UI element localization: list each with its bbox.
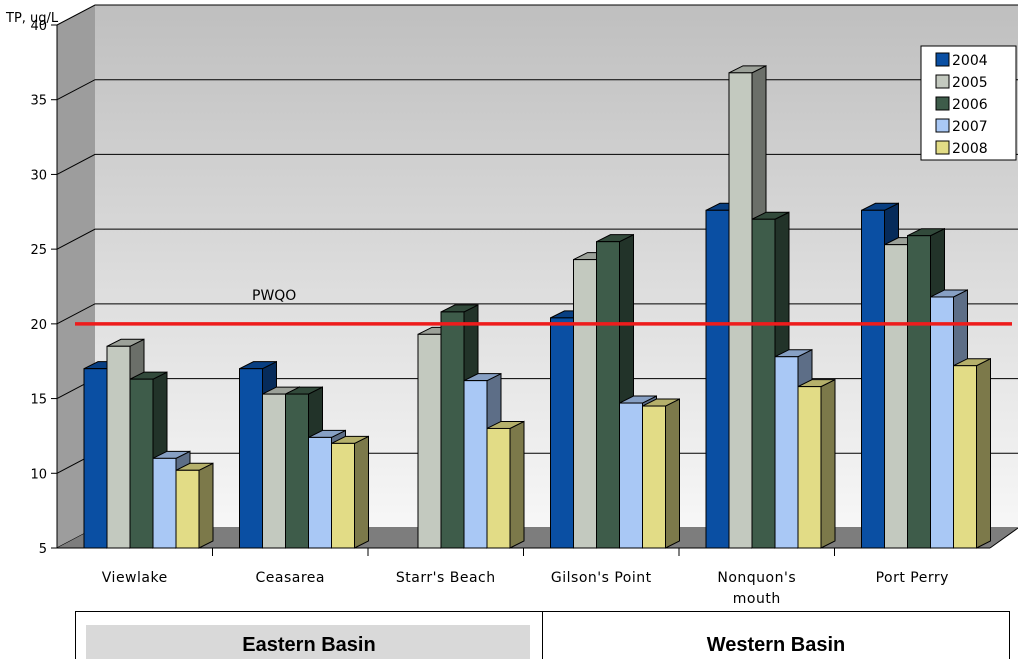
bar-2008-1	[175, 462, 214, 549]
bar-2008-6	[953, 357, 991, 549]
bar-2008-4	[642, 398, 680, 549]
bar-2008-3	[486, 420, 525, 549]
y-tick-label-25: 25	[30, 243, 47, 258]
western-basin-cell: Western Basin	[543, 612, 1009, 659]
y-tick-label-30: 30	[30, 168, 47, 183]
basin-table: Eastern Basin Western Basin	[75, 611, 1010, 659]
legend-label-2007: 2007	[952, 119, 988, 135]
legend: 2004 2005 2006 2007 2008	[920, 45, 1017, 161]
gridline-30	[56, 153, 1018, 175]
eastern-basin-cell: Eastern Basin	[76, 612, 543, 659]
x-tick-label-4: Gilson's Point	[551, 570, 652, 586]
x-tick-label-1: Viewlake	[102, 570, 168, 586]
y-tick-label-15: 15	[30, 393, 47, 408]
gridline-35	[56, 79, 1018, 101]
x-tick-label-5: Nonquon's mouth	[717, 570, 796, 607]
legend-swatch-2007	[935, 118, 950, 133]
legend-swatch-2005	[935, 74, 950, 89]
gridline-40	[56, 4, 1018, 26]
legend-swatch-2004	[935, 52, 950, 67]
bars	[83, 65, 991, 549]
reference-line: PWQO	[75, 288, 1012, 326]
western-basin-label: Western Basin	[706, 634, 846, 656]
x-tick-label-3: Starr's Beach	[396, 570, 496, 586]
legend-label-2006: 2006	[952, 97, 988, 113]
x-tick-label-6: Port Perry	[876, 570, 949, 586]
y-tick-label-20: 20	[30, 318, 47, 333]
legend-swatch-2008	[935, 140, 950, 155]
x-tick-label-2: Ceasarea	[256, 570, 325, 586]
legend-label-2008: 2008	[952, 141, 988, 157]
y-tick-label-35: 35	[30, 94, 47, 109]
eastern-basin-label: Eastern Basin	[242, 634, 376, 656]
floor-edge-line	[989, 527, 1018, 549]
bar-2008-5	[797, 378, 836, 549]
legend-label-2004: 2004	[952, 53, 988, 69]
bar-chart: PWQO 5 10 15 20 25 30 35 40 Viewlake Ceasarea Star…	[5, 4, 1018, 607]
legend-swatch-2006	[935, 96, 950, 111]
pwqo-label: PWQO	[252, 288, 296, 304]
legend-label-2005: 2005	[952, 75, 988, 91]
y-tick-label-10: 10	[30, 467, 47, 482]
y-axis-label: TP, ug/L	[5, 11, 59, 26]
bar-2008-2	[331, 435, 369, 549]
eastern-basin-shading	[86, 625, 530, 659]
y-tick-label-40: 40	[30, 19, 47, 34]
tick-labels: 5 10 15 20 25 30 35 40 Viewlake Ceasarea Starr's B…	[30, 19, 948, 607]
y-tick-label-5: 5	[39, 542, 47, 557]
axes	[51, 24, 1018, 556]
